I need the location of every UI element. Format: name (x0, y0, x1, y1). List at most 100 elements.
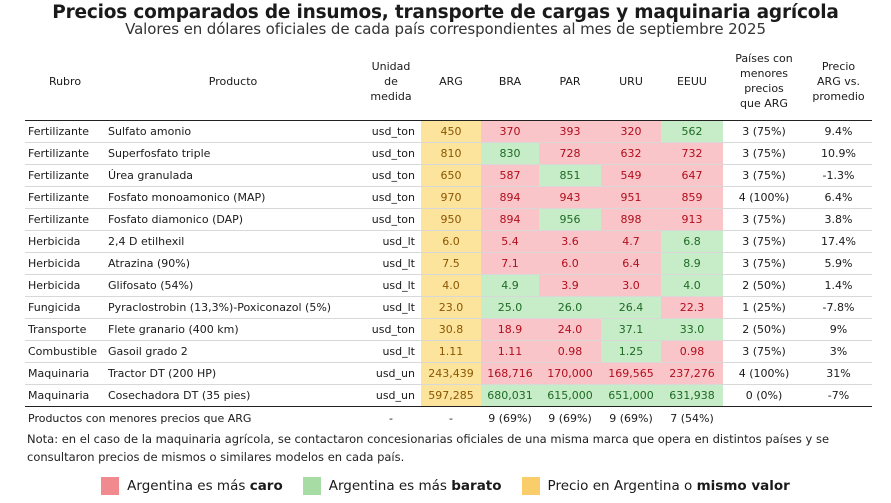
cell-producto: Cosechadora DT (35 pies) (105, 384, 361, 407)
cell-paises: 3 (75%) (723, 142, 805, 165)
cell-uru: 320 (601, 120, 661, 143)
cell-rubro: Herbicida (25, 274, 105, 297)
header-bra: BRA (481, 42, 539, 121)
cell-arg: 950 (421, 208, 481, 231)
cell-eeuu: 0.98 (661, 340, 723, 363)
cell-bra: 168,716 (481, 362, 539, 385)
cell-par: 6.0 (539, 252, 601, 275)
cell-unidad: usd_un (361, 362, 421, 385)
table-row: Fertilizante Sulfato amonio usd_ton 450 370 3… (25, 120, 872, 143)
header-producto: Producto (105, 42, 361, 121)
cell-eeuu: 631,938 (661, 384, 723, 407)
header-unidad-line: de (384, 74, 398, 88)
cell-rubro: Herbicida (25, 230, 105, 253)
cell-uru: 4.7 (601, 230, 661, 253)
legend-item-mismo: Precio en Argentina o mismo valor (521, 477, 790, 495)
cell-paises: 1 (25%) (723, 296, 805, 319)
summary-par: 9 (69%) (548, 411, 592, 425)
cell-uru: 1.25 (601, 340, 661, 363)
legend-swatch-caro (101, 477, 120, 495)
cell-arg: 650 (421, 164, 481, 187)
header-precio-vs: Precio ARG vs. promedio (805, 42, 872, 121)
cell-producto: Úrea granulada (105, 164, 361, 187)
cell-producto: Fosfato monoamonico (MAP) (105, 186, 361, 209)
legend-swatch-mismo (521, 477, 540, 495)
header-par: PAR (539, 42, 601, 121)
table-row: Transporte Flete granario (400 km) usd_ton… (25, 318, 872, 341)
header-uru: URU (601, 42, 661, 121)
header-paises-line: menores (740, 67, 788, 80)
cell-vs: 9.4% (805, 120, 872, 143)
cell-arg: 597,285 (421, 384, 481, 407)
cell-arg: 450 (421, 120, 481, 143)
cell-par: 851 (539, 164, 601, 187)
cell-arg: 243,439 (421, 362, 481, 385)
header-unidad-line: Unidad (371, 59, 411, 73)
cell-arg: 1.11 (421, 340, 481, 363)
legend-barato-text: Argentina es más (328, 478, 452, 494)
cell-par: 3.9 (539, 274, 601, 297)
cell-eeuu: 647 (661, 164, 723, 187)
header-paises-line: Países con (735, 52, 793, 65)
cell-bra: 830 (481, 142, 539, 165)
cell-vs: -7.8% (805, 296, 872, 319)
cell-par: 615,000 (539, 384, 601, 407)
legend-item-barato: Argentina es más barato (302, 477, 502, 495)
color-legend: Argentina es más caro Argentina es más b… (0, 477, 891, 495)
cell-producto: Gasoil grado 2 (105, 340, 361, 363)
cell-uru: 898 (601, 208, 661, 231)
cell-vs: 31% (805, 362, 872, 385)
summary-bra: 9 (69%) (488, 411, 532, 425)
cell-rubro: Fertilizante (25, 142, 105, 165)
summary-empty-cell (805, 407, 872, 430)
price-comparison-table: Rubro Producto Unidad de medida ARG BRA … (25, 42, 872, 429)
table-header-row: Rubro Producto Unidad de medida ARG BRA … (25, 42, 872, 121)
cell-arg: 6.0 (421, 230, 481, 253)
summary-unidad: - (389, 411, 393, 425)
cell-eeuu: 4.0 (661, 274, 723, 297)
header-precio-line: promedio (812, 89, 865, 103)
cell-arg: 23.0 (421, 296, 481, 319)
legend-caro-text: Argentina es más (127, 478, 250, 494)
cell-uru: 951 (601, 186, 661, 209)
cell-paises: 3 (75%) (723, 340, 805, 363)
cell-eeuu: 6.8 (661, 230, 723, 253)
cell-eeuu: 8.9 (661, 252, 723, 275)
cell-producto: Flete granario (400 km) (105, 318, 361, 341)
cell-bra: 1.11 (481, 340, 539, 363)
cell-bra: 7.1 (481, 252, 539, 275)
cell-rubro: Maquinaria (25, 384, 105, 407)
table-body: Fertilizante Sulfato amonio usd_ton 450 370 3… (25, 120, 872, 407)
cell-vs: 10.9% (805, 142, 872, 165)
cell-par: 728 (539, 142, 601, 165)
header-precio-line: Precio (821, 59, 856, 73)
cell-par: 0.98 (539, 340, 601, 363)
cell-uru: 37.1 (601, 318, 661, 341)
header-unidad-line: medida (370, 89, 412, 103)
cell-vs: 3.8% (805, 208, 872, 231)
header-eeuu: EEUU (661, 42, 723, 121)
legend-barato-label: Argentina es más barato (329, 478, 502, 494)
summary-row: Productos con menores precios que ARG - … (25, 407, 872, 430)
cell-unidad: usd_lt (361, 252, 421, 275)
table-row: Fertilizante Úrea granulada usd_ton 650 587 8… (25, 164, 872, 187)
legend-swatch-barato (302, 477, 321, 495)
summary-eeuu: 7 (54%) (670, 411, 714, 425)
page-title: Precios comparados de insumos, transport… (52, 2, 839, 23)
table-row: Fertilizante Superfosfato triple usd_ton 81… (25, 142, 872, 165)
cell-rubro: Fertilizante (25, 208, 105, 231)
legend-barato-bold: barato (451, 478, 502, 494)
cell-uru: 3.0 (601, 274, 661, 297)
cell-paises: 0 (0%) (723, 384, 805, 407)
cell-bra: 894 (481, 208, 539, 231)
cell-par: 943 (539, 186, 601, 209)
table-row: Maquinaria Tractor DT (200 HP) usd_un 243,4… (25, 362, 872, 385)
cell-paises: 3 (75%) (723, 230, 805, 253)
cell-vs: -7% (805, 384, 872, 407)
cell-uru: 26.4 (601, 296, 661, 319)
cell-par: 393 (539, 120, 601, 143)
cell-par: 956 (539, 208, 601, 231)
cell-vs: 5.9% (805, 252, 872, 275)
footnote: Nota: en el caso de la maquinaria agríco… (27, 432, 830, 464)
cell-producto: Atrazina (90%) (105, 252, 361, 275)
